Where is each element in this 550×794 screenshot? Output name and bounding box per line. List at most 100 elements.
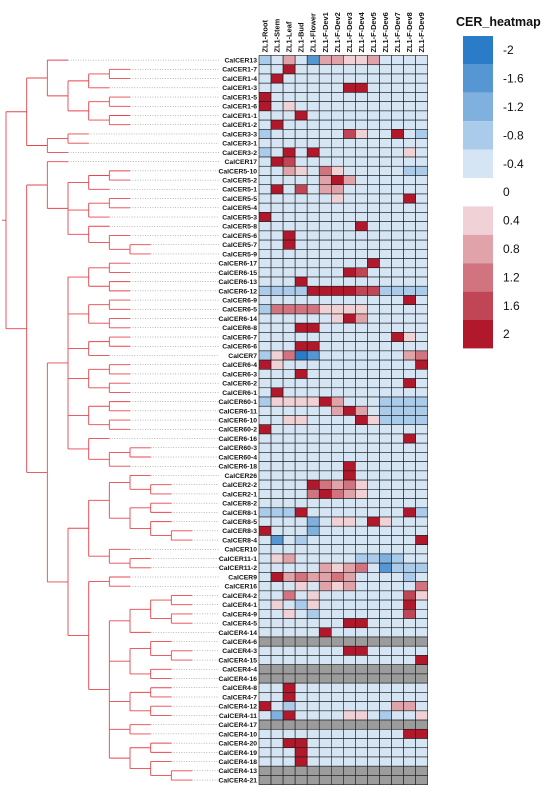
heatmap-cell [367, 719, 380, 730]
row-label: CalCER60-4 [218, 454, 257, 461]
heatmap-cell [343, 322, 356, 333]
heatmap-cell [330, 147, 344, 158]
heatmap-cell [270, 267, 284, 278]
heatmap-cell [270, 73, 284, 84]
heatmap-cell [270, 129, 284, 139]
heatmap-cell [306, 479, 320, 490]
column-label: ZL1-F-Dev8 [405, 12, 414, 52]
heatmap-cell [318, 276, 332, 287]
heatmap-cell [294, 92, 308, 102]
heatmap-cell [258, 322, 272, 333]
heatmap-cell [391, 202, 404, 213]
row-label: CalCER6-14 [218, 316, 257, 323]
heatmap-cell [403, 728, 416, 739]
heatmap-cell [330, 239, 344, 250]
heatmap-cell [306, 230, 320, 241]
heatmap-cell [343, 101, 356, 112]
heatmap-cell [294, 165, 308, 176]
heatmap-cell [306, 202, 320, 213]
heatmap-cell [355, 175, 368, 186]
heatmap-cell [379, 636, 392, 647]
heatmap-cell [282, 73, 296, 84]
heatmap-cell [403, 692, 416, 702]
heatmap-cell [403, 590, 416, 601]
heatmap-cell [282, 479, 296, 490]
heatmap-cell [318, 442, 332, 453]
legend-swatch [463, 206, 493, 235]
heatmap-cell [391, 701, 404, 712]
heatmap-cell [415, 258, 428, 269]
heatmap-cell [318, 710, 332, 721]
heatmap-cell [415, 73, 428, 84]
heatmap-cell [258, 581, 272, 592]
heatmap-cell [403, 645, 416, 656]
heatmap-cell [258, 332, 272, 342]
heatmap-cell [318, 756, 332, 767]
heatmap-cell [306, 249, 320, 259]
heatmap-cell [379, 701, 392, 712]
heatmap-cell [403, 572, 416, 582]
heatmap-cell [403, 322, 416, 333]
heatmap-cell [343, 747, 356, 758]
heatmap-cell [343, 608, 356, 619]
heatmap-cell [330, 341, 344, 352]
heatmap-cell [367, 756, 380, 767]
row-label: CalCER7 [228, 353, 257, 360]
heatmap-cell [330, 359, 344, 370]
heatmap-cell [355, 387, 368, 398]
heatmap-cell [379, 728, 392, 739]
heatmap-cell [294, 562, 308, 573]
heatmap-cell [258, 55, 272, 66]
heatmap-cell [258, 479, 272, 490]
legend-tick-label: 0.4 [503, 214, 520, 228]
heatmap-cell [367, 165, 380, 176]
heatmap-cell [391, 332, 404, 342]
column-label: ZL1-Leaf [285, 21, 294, 52]
heatmap-cell [318, 230, 332, 241]
heatmap-cell [355, 101, 368, 112]
heatmap-cell [318, 64, 332, 75]
row-label: CalCER17 [225, 159, 258, 166]
column-label: ZL1-F-Dev4 [357, 11, 366, 52]
heatmap-cell [391, 424, 404, 435]
heatmap-cell [282, 719, 296, 730]
heatmap-cell [415, 184, 428, 195]
heatmap-cell [355, 765, 368, 776]
dendrogram [2, 59, 192, 781]
heatmap-cell [306, 599, 320, 610]
heatmap-cell [367, 332, 380, 342]
heatmap-cell [415, 747, 428, 758]
row-label: CalCER1-7 [222, 67, 257, 74]
heatmap-cell [306, 664, 320, 675]
heatmap-cell [318, 129, 332, 139]
row-label: CalCER5-9 [222, 251, 257, 258]
heatmap-cell [403, 73, 416, 84]
heatmap-cell [294, 747, 308, 758]
row-label: CalCER4-7 [222, 694, 257, 701]
heatmap-cell [294, 156, 308, 167]
heatmap-cell [282, 535, 296, 545]
heatmap-cell [379, 295, 392, 306]
heatmap-cell [415, 101, 428, 112]
heatmap-cell [415, 507, 428, 518]
heatmap-cell [379, 221, 392, 232]
heatmap-cell [306, 304, 320, 315]
heatmap-cell [294, 341, 308, 352]
heatmap-cell [355, 156, 368, 167]
heatmap-cell [282, 110, 296, 121]
heatmap-cell [379, 156, 392, 167]
heatmap-cell [379, 581, 392, 592]
heatmap-cell [294, 138, 308, 149]
heatmap-cell [379, 525, 392, 536]
heatmap-cell [306, 239, 320, 250]
heatmap-cell [403, 553, 416, 564]
heatmap-cell [343, 682, 356, 693]
heatmap-cell [258, 267, 272, 278]
heatmap-cell [391, 572, 404, 582]
heatmap-cell [282, 267, 296, 278]
heatmap-cell [318, 92, 332, 102]
heatmap-cell [343, 396, 356, 407]
heatmap-cell [403, 507, 416, 518]
heatmap-cell [343, 756, 356, 767]
legend-tick-label: -2 [503, 43, 514, 57]
